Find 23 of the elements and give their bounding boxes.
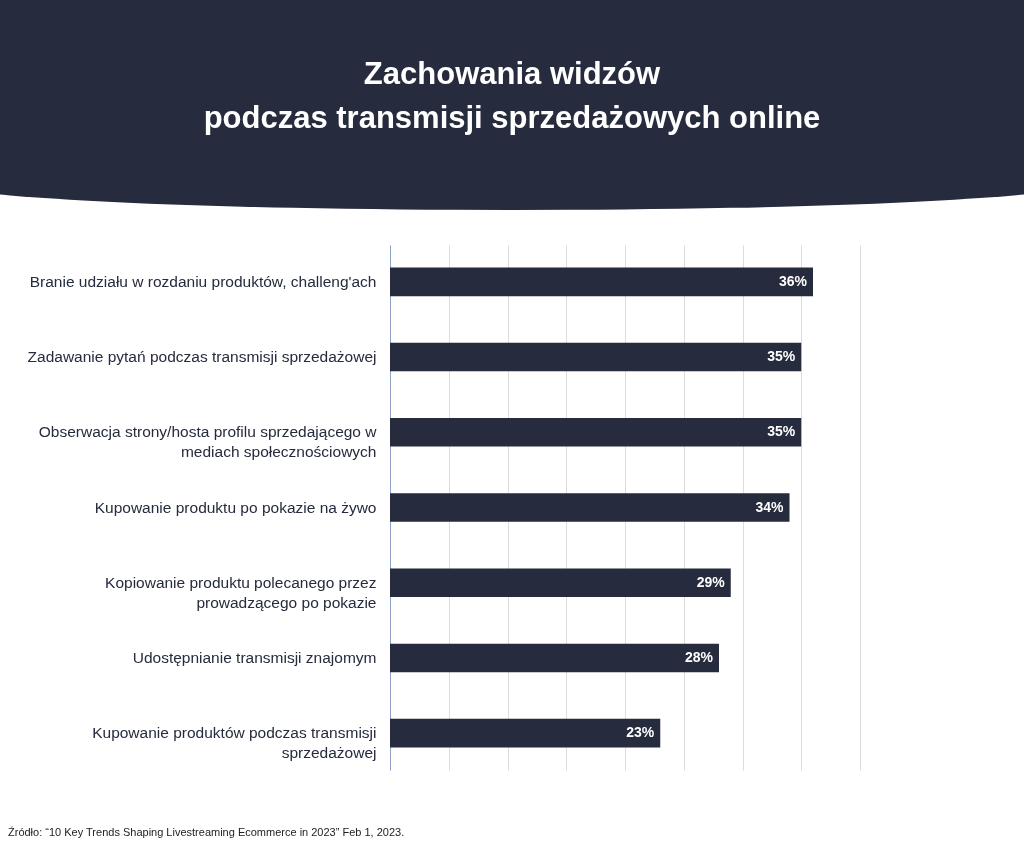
y-tick-label: Kopiowanie produktu polecanego przez prowadzącego po pokazie bbox=[105, 573, 377, 611]
bar bbox=[390, 342, 802, 372]
bar bbox=[390, 267, 813, 297]
y-tick-label: Kupowanie produktu po pokazie na żywo bbox=[94, 498, 377, 516]
data-label: 29% bbox=[696, 573, 726, 590]
y-tick-label: Obserwacja strony/hosta profilu sprzedającego w mediach społecznościowych bbox=[38, 423, 378, 461]
y-tick-label: Kupowanie produktów podczas transmisji sprzedażowej bbox=[92, 724, 377, 762]
y-tick-label: Branie udziału w rozdaniu produktów, challeng'ach bbox=[29, 272, 377, 290]
data-label: 28% bbox=[684, 648, 714, 665]
data-label: 23% bbox=[626, 724, 655, 741]
data-label: 35% bbox=[767, 423, 796, 440]
y-tick-label: Zadawanie pytań podczas transmisji sprzedażowej bbox=[27, 348, 377, 366]
bar bbox=[390, 643, 719, 673]
data-label: 35% bbox=[767, 348, 796, 365]
bar bbox=[390, 718, 661, 748]
text: Źródło: “10 Key Trends Shaping Livestreaming Ecommerce in 2023” Feb 1, 2023. bbox=[8, 826, 405, 838]
bar bbox=[390, 568, 731, 598]
y-tick-label: Udostępnianie transmisji znajomym bbox=[132, 648, 377, 666]
bar bbox=[390, 417, 802, 447]
chart-title: Zachowania widzów podczas transmisji sprzedażowych online bbox=[202, 55, 822, 137]
data-label: 36% bbox=[778, 272, 808, 289]
data-label: 34% bbox=[755, 498, 785, 515]
bar bbox=[390, 493, 790, 522]
